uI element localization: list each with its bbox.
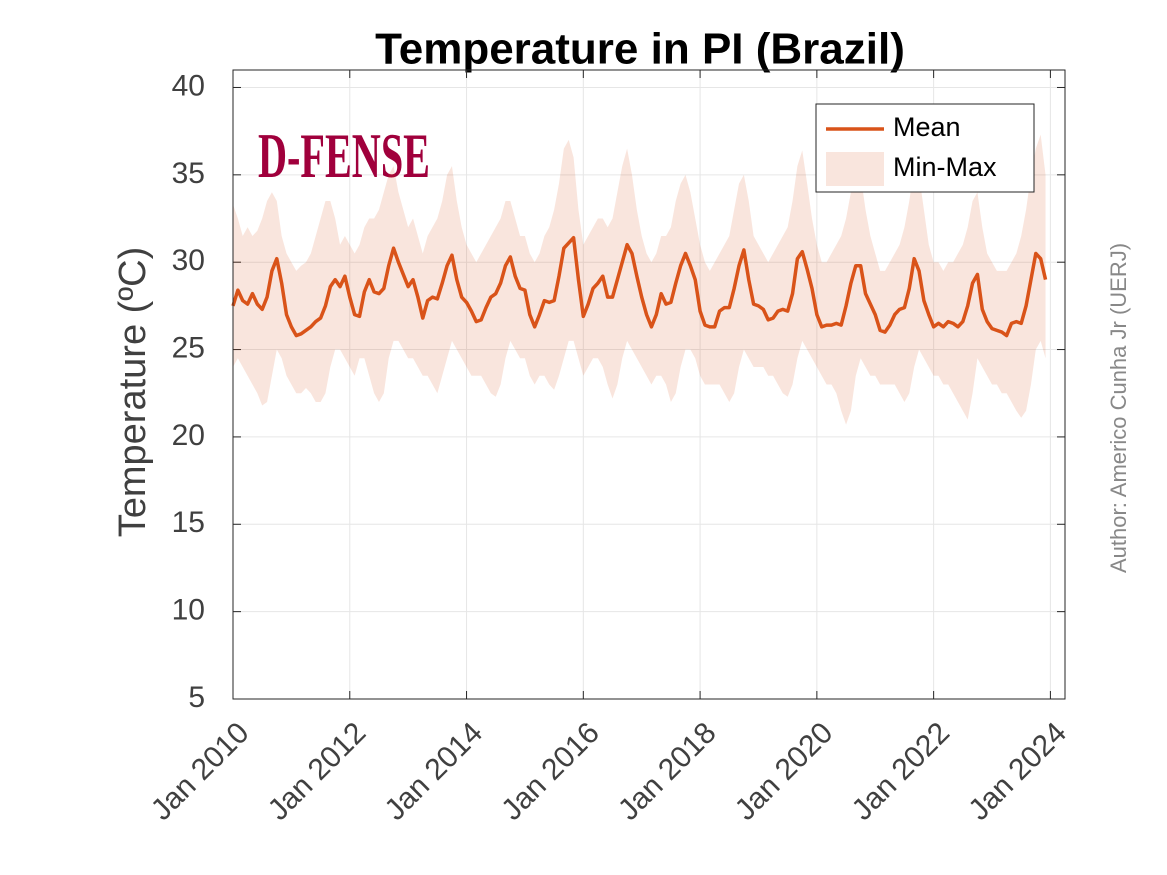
x-tick-label: Jan 2024 (962, 716, 1073, 827)
x-tick-label: Jan 2012 (262, 716, 373, 827)
x-tick-label: Jan 2016 (495, 716, 606, 827)
x-tick-label: Jan 2010 (145, 716, 256, 827)
x-tick-label: Jan 2018 (612, 716, 723, 827)
watermark: D-FENSE (258, 121, 430, 191)
y-tick-label: 30 (172, 244, 205, 277)
y-tick-label: 25 (172, 331, 205, 364)
x-tick-label: Jan 2020 (729, 716, 840, 827)
x-tick-label: Jan 2022 (846, 716, 957, 827)
mean-line (231, 235, 1048, 338)
legend-swatch (826, 152, 884, 186)
y-tick-label: 20 (172, 419, 205, 452)
y-tick-label: 5 (188, 681, 205, 714)
y-axis-label: Temperature (ºC) (112, 247, 154, 538)
legend-label: Mean (893, 112, 961, 142)
legend-box (815, 103, 1035, 193)
x-tick-label: Jan 2014 (378, 716, 489, 827)
y-tick-label: 35 (172, 157, 205, 190)
chart-title: Temperature in PI (Brazil) (375, 25, 905, 74)
y-tick-label: 10 (172, 594, 205, 627)
y-tick-label: 40 (172, 69, 205, 102)
legend-label: Min-Max (893, 152, 997, 182)
axes-box (232, 69, 1066, 700)
author-annotation: Author: Americo Cunha Jr (UERJ) (1106, 243, 1131, 573)
y-tick-label: 15 (172, 506, 205, 539)
